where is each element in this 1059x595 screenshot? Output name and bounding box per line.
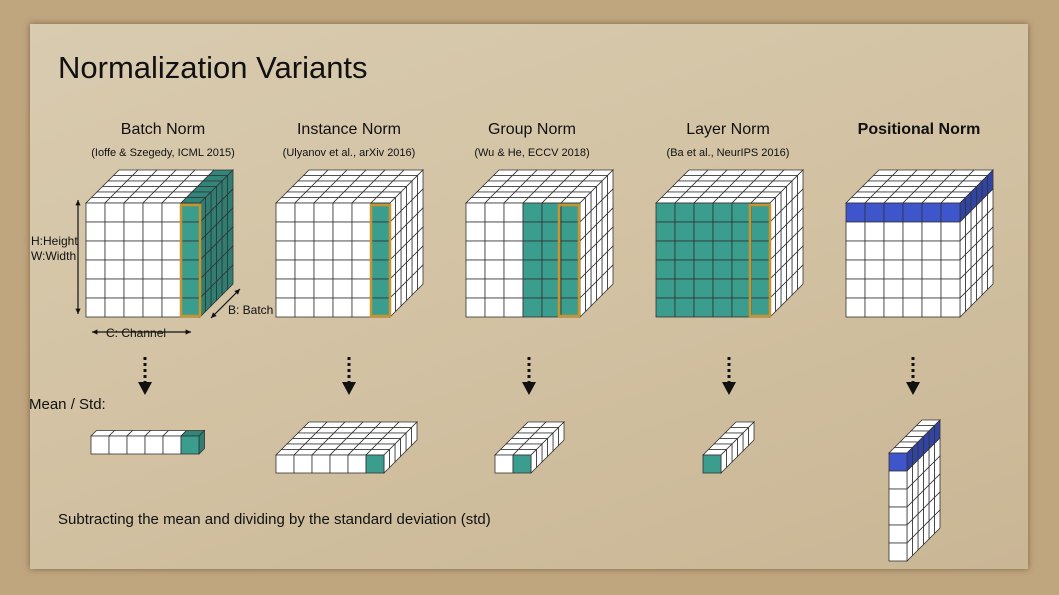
group-norm-citation: (Wu & He, ECCV 2018) [474,147,590,159]
width-axis-label: W:Width [31,249,77,263]
layer-norm-title: Layer Norm [686,121,770,138]
height-axis-arrow [75,200,81,314]
batch-norm-title: Batch Norm [120,121,206,138]
down-arrow-2 [342,357,356,395]
layer-norm-cube [655,169,804,318]
group-norm-title: Group Norm [487,121,577,138]
positional-norm-result [888,419,941,562]
footer-caption: Subtracting the mean and dividing by the… [58,511,491,528]
instance-norm-result [275,421,418,474]
height-axis-label: H:Height [31,234,78,248]
down-arrow-5 [906,357,920,395]
layer-norm-highlight [748,203,772,318]
channel-axis-label: C: Channel [106,326,167,340]
down-arrow-3 [522,357,536,395]
layer-norm-citation: (Ba et al., NeurIPS 2016) [666,147,790,159]
channel-axis-arrow [92,329,191,335]
layer-norm-result [702,421,755,474]
instance-norm-cube [275,169,424,318]
down-arrow-4 [722,357,736,395]
batch-norm-cube [85,169,234,318]
group-norm-result [494,421,565,474]
slide-title: Normalization Variants [58,50,368,85]
mean-std-label: Mean / Std: [29,396,106,413]
positional-norm-title: Positional Norm [857,121,981,138]
batch-axis-label: B: Batch [228,303,274,317]
instance-norm-title: Instance Norm [296,121,402,138]
positional-norm-cube [845,169,994,318]
batch-axis-arrow [210,288,241,319]
down-arrow-1 [138,357,152,395]
batch-norm-highlight [179,203,202,318]
batch-norm-citation: (Ioffe & Szegedy, ICML 2015) [91,147,235,159]
batch-norm-result [90,429,206,455]
instance-norm-highlight [369,203,392,318]
group-norm-highlight [557,203,581,318]
instance-norm-citation: (Ulyanov et al., arXiv 2016) [282,147,416,159]
group-norm-cube [465,169,614,318]
